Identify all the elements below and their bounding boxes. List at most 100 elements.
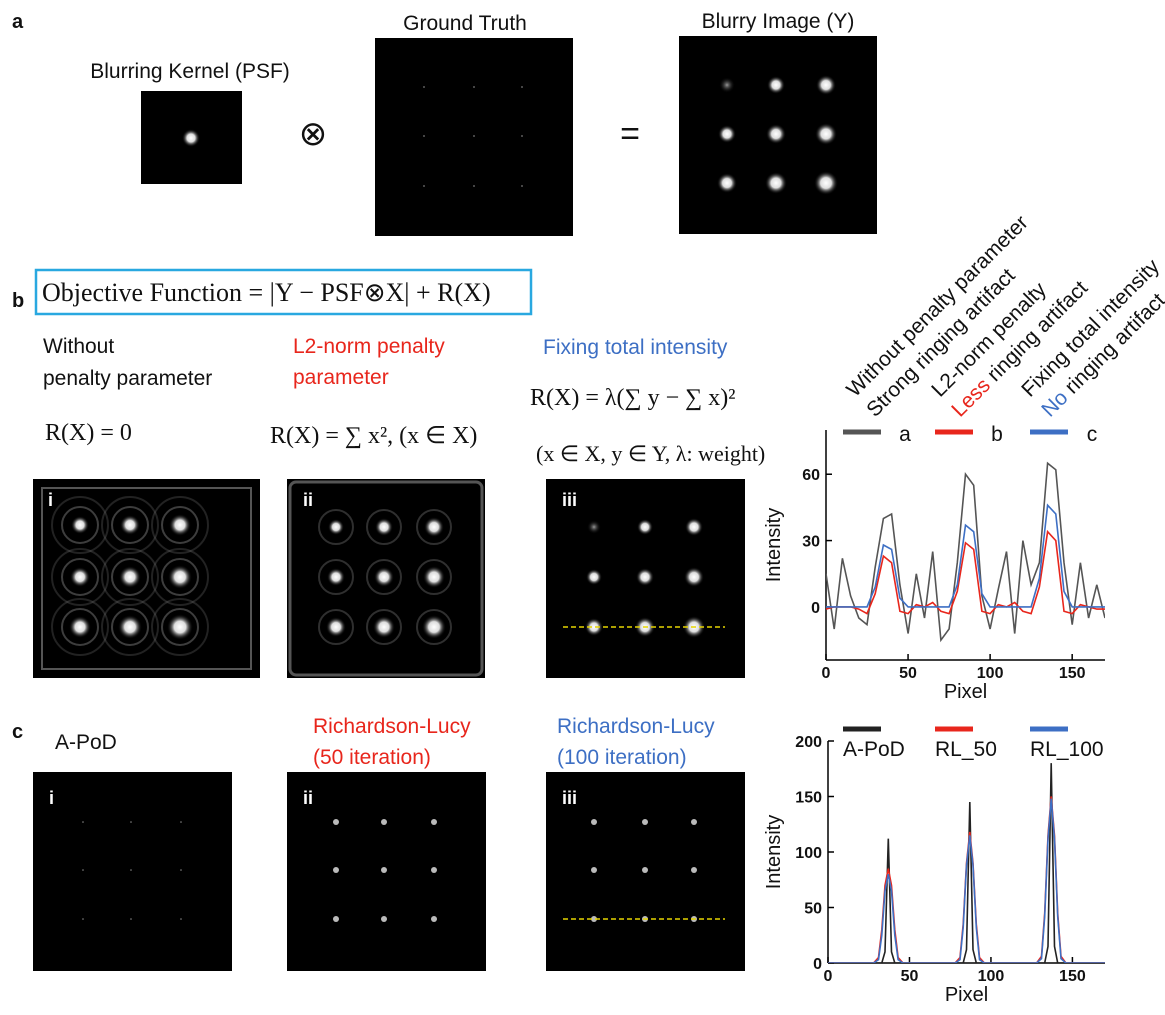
spot <box>431 916 437 922</box>
sub-label: i <box>48 490 53 510</box>
spot <box>423 566 445 588</box>
spot <box>82 869 84 871</box>
method-title: Fixing total intensity <box>543 336 728 359</box>
spot <box>424 517 444 537</box>
spot <box>642 819 648 825</box>
spot <box>685 518 703 536</box>
x-tick-label: 150 <box>1059 665 1086 682</box>
spot <box>333 819 339 825</box>
y-tick-label: 60 <box>802 467 820 484</box>
spot <box>120 515 140 535</box>
legend-label: RL_50 <box>935 738 997 761</box>
sub-label: iii <box>562 788 577 808</box>
sub-label: ii <box>303 490 313 510</box>
image-title: Ground Truth <box>403 12 527 35</box>
spot <box>815 123 837 145</box>
x-tick-label: 100 <box>977 665 1004 682</box>
spot <box>423 86 425 88</box>
spot <box>82 918 84 920</box>
panel-label: b <box>12 290 24 312</box>
spot <box>169 514 191 536</box>
spot <box>587 520 601 534</box>
spot <box>82 821 84 823</box>
image <box>33 479 260 678</box>
y-tick-label: 100 <box>795 845 822 862</box>
formula: R(X) = λ(∑ y − ∑ x)² <box>530 385 735 411</box>
x-tick-label: 0 <box>824 968 833 985</box>
y-axis-label: Intensity <box>763 815 785 889</box>
spot <box>373 616 395 638</box>
spot <box>765 172 787 194</box>
y-tick-label: 50 <box>804 901 822 918</box>
spot <box>718 125 736 143</box>
y-tick-label: 200 <box>795 734 822 751</box>
spot <box>431 819 437 825</box>
spot <box>182 129 200 147</box>
x-tick-label: 0 <box>822 665 831 682</box>
method-title: Richardson-Lucy <box>557 715 715 738</box>
spot <box>69 616 91 638</box>
spot <box>180 821 182 823</box>
spot <box>374 567 394 587</box>
spot <box>591 819 597 825</box>
x-tick-label: 100 <box>978 968 1005 985</box>
legend-label: A-PoD <box>843 738 905 761</box>
y-tick-label: 150 <box>795 790 822 807</box>
spot <box>766 124 786 144</box>
spot <box>375 518 393 536</box>
spot <box>70 567 90 587</box>
spot <box>431 867 437 873</box>
spot <box>333 867 339 873</box>
formula-note: (x ∈ X, y ∈ Y, λ: weight) <box>536 441 765 466</box>
x-tick-label: 50 <box>901 968 919 985</box>
method-title: Richardson-Lucy <box>313 715 471 738</box>
image <box>33 772 232 971</box>
method-title: penalty parameter <box>43 367 212 390</box>
spot <box>473 86 475 88</box>
spot <box>168 565 192 589</box>
sub-label: ii <box>303 788 313 808</box>
spot <box>719 77 735 93</box>
method-title: A-PoD <box>55 731 117 754</box>
legend-label: a <box>899 423 911 446</box>
spot <box>327 568 345 586</box>
figure: a Blurring Kernel (PSF) Ground Truth Blu… <box>0 0 1165 1015</box>
spot <box>642 867 648 873</box>
panel-label: c <box>12 721 23 743</box>
sub-label: iii <box>562 490 577 510</box>
image-title: Blurring Kernel (PSF) <box>90 60 290 83</box>
operator: ⊗ <box>299 115 328 153</box>
spot <box>119 566 141 588</box>
spot <box>381 916 387 922</box>
spot <box>473 185 475 187</box>
objective: Objective Function = |Y − PSF⊗X| + R(X) <box>42 278 491 307</box>
x-axis-label: Pixel <box>944 681 987 703</box>
spot <box>381 819 387 825</box>
method-title: parameter <box>293 366 389 389</box>
spot <box>328 519 344 535</box>
method-title: (100 iteration) <box>557 746 687 769</box>
method-title: Without <box>43 335 114 358</box>
spot <box>521 86 523 88</box>
spot <box>118 615 142 639</box>
spot <box>180 869 182 871</box>
formula: R(X) = 0 <box>45 420 132 446</box>
spot <box>423 185 425 187</box>
image-title: Blurry Image (Y) <box>702 10 855 33</box>
spot <box>591 867 597 873</box>
legend-label: c <box>1087 423 1098 446</box>
spot <box>717 173 737 193</box>
spot <box>326 617 346 637</box>
spot <box>381 867 387 873</box>
spot <box>691 819 697 825</box>
spot <box>521 185 523 187</box>
spot <box>767 76 785 94</box>
spot <box>814 171 838 195</box>
image <box>375 38 573 236</box>
legend-label: RL_100 <box>1030 738 1104 761</box>
spot <box>473 135 475 137</box>
sub-label: i <box>49 788 54 808</box>
spot <box>691 867 697 873</box>
spot <box>130 869 132 871</box>
y-tick-label: 0 <box>813 956 822 973</box>
